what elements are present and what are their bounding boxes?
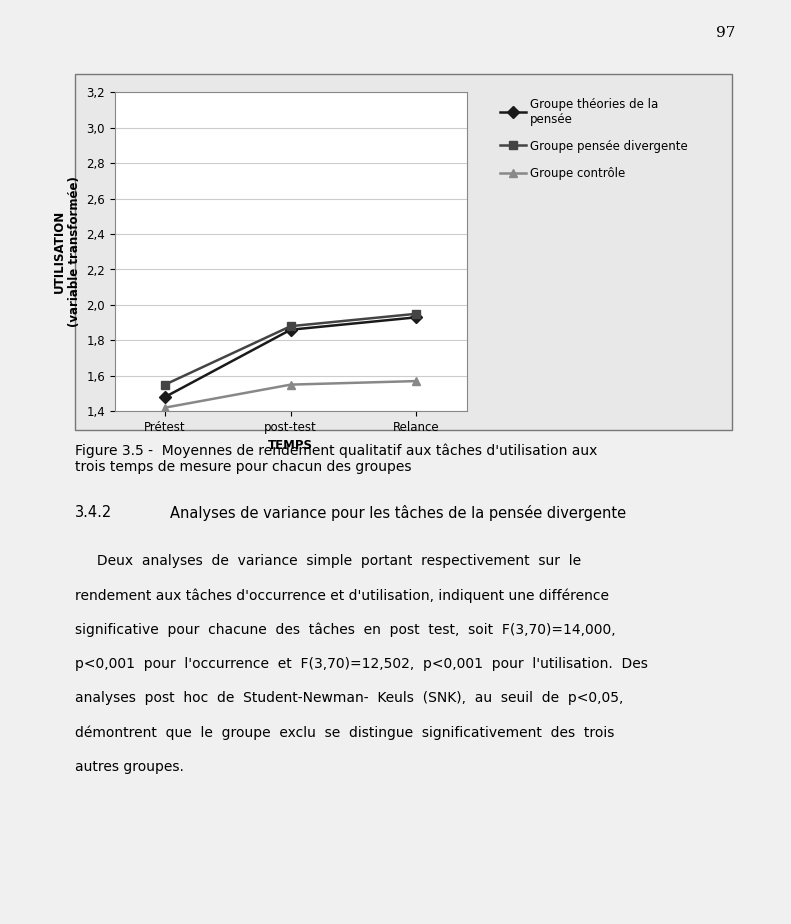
Text: Figure 3.5 -  Moyennes de rendement qualitatif aux tâches d'utilisation aux: Figure 3.5 - Moyennes de rendement quali… (75, 444, 597, 458)
X-axis label: TEMPS: TEMPS (268, 440, 313, 453)
Text: trois temps de mesure pour chacun des groupes: trois temps de mesure pour chacun des gr… (75, 460, 411, 474)
Groupe théories de la
pensée (161, 392, 170, 403)
Text: Analyses de variance pour les tâches de la pensée divergente: Analyses de variance pour les tâches de … (170, 505, 626, 521)
Groupe contrôle (161, 402, 170, 413)
Text: autres groupes.: autres groupes. (75, 760, 184, 773)
Groupe contrôle (286, 379, 296, 390)
Legend: Groupe théories de la
pensée, Groupe pensée divergente, Groupe contrôle: Groupe théories de la pensée, Groupe pen… (494, 91, 694, 186)
Text: p<0,001  pour  l'occurrence  et  F(3,70)=12,502,  p<0,001  pour  l'utilisation. : p<0,001 pour l'occurrence et F(3,70)=12,… (75, 657, 648, 671)
Y-axis label: UTILISATION
(variable transformée): UTILISATION (variable transformée) (53, 176, 81, 327)
Text: significative  pour  chacune  des  tâches  en  post  test,  soit  F(3,70)=14,000: significative pour chacune des tâches en… (75, 623, 615, 638)
Groupe pensée divergente (286, 321, 296, 332)
Text: rendement aux tâches d'occurrence et d'utilisation, indiquent une différence: rendement aux tâches d'occurrence et d'u… (75, 589, 609, 603)
Line: Groupe théories de la
pensée: Groupe théories de la pensée (161, 313, 421, 401)
Text: analyses  post  hoc  de  Student-Newman-  Keuls  (SNK),  au  seuil  de  p<0,05,: analyses post hoc de Student-Newman- Keu… (75, 691, 623, 705)
Text: Deux  analyses  de  variance  simple  portant  respectivement  sur  le: Deux analyses de variance simple portant… (75, 554, 581, 568)
Line: Groupe pensée divergente: Groupe pensée divergente (161, 310, 421, 389)
Text: démontrent  que  le  groupe  exclu  se  distingue  significativement  des  trois: démontrent que le groupe exclu se distin… (75, 725, 615, 740)
Text: 3.4.2: 3.4.2 (75, 505, 112, 520)
Groupe pensée divergente (161, 379, 170, 390)
Line: Groupe contrôle: Groupe contrôle (161, 377, 421, 412)
Groupe théories de la
pensée (411, 311, 421, 322)
Groupe contrôle (411, 375, 421, 386)
Groupe pensée divergente (411, 309, 421, 320)
Groupe théories de la
pensée (286, 324, 296, 335)
Text: 97: 97 (717, 26, 736, 40)
